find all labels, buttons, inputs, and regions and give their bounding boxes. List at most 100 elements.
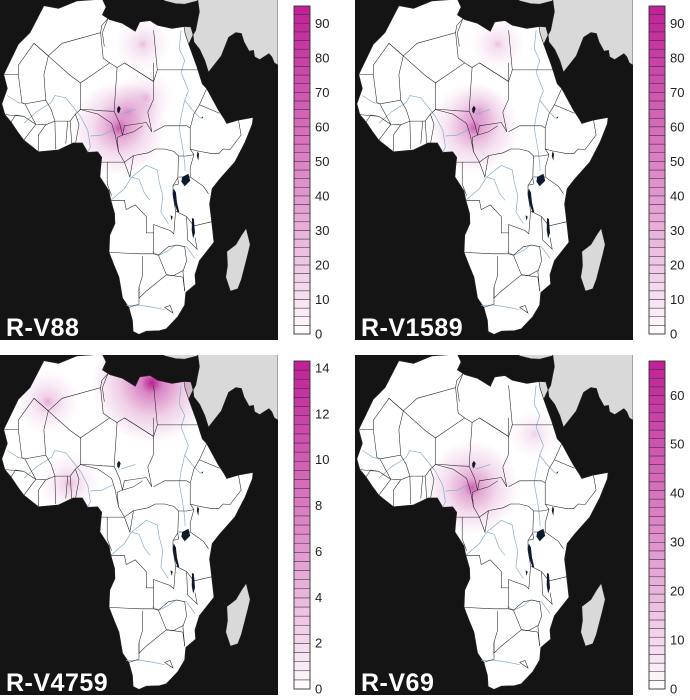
legend-block — [648, 559, 666, 569]
lake — [525, 215, 528, 221]
legend-block — [293, 212, 311, 223]
country-border — [106, 517, 112, 551]
legend-block — [293, 597, 311, 608]
country-border — [122, 125, 143, 136]
legend-block — [648, 169, 666, 179]
legend-block — [648, 585, 666, 595]
country-border — [124, 62, 154, 82]
legend-frame — [648, 360, 666, 690]
country-border — [69, 121, 72, 144]
country-border — [544, 475, 597, 509]
country-border — [133, 148, 194, 157]
legend-block — [293, 661, 311, 672]
legend-block — [648, 109, 666, 119]
river-line — [475, 464, 491, 470]
country-border — [147, 436, 154, 487]
river-line — [110, 164, 169, 224]
country-border — [108, 607, 159, 611]
africa-map — [0, 355, 278, 695]
river-line — [445, 484, 469, 492]
legend-block — [648, 117, 666, 128]
country-border — [424, 121, 427, 144]
legend-block — [293, 161, 311, 171]
legend-block — [648, 567, 666, 578]
lake — [170, 570, 173, 576]
country-border — [479, 510, 489, 534]
sinai-land — [538, 381, 549, 401]
country-border — [544, 120, 597, 154]
country-border — [186, 216, 198, 250]
legend-block — [293, 378, 311, 389]
map-r-v88 — [0, 0, 278, 340]
panel-r-v69: R-V69 0 10 20 30 40 50 60 — [355, 355, 690, 700]
legend-tick-label: 40 — [670, 188, 684, 203]
country-border — [554, 459, 575, 469]
color-scale-legend: 0 10 20 30 40 50 60 70 80 90 — [647, 0, 690, 342]
country-border — [23, 479, 37, 496]
panel-r-v1589: R-V1589 0 10 20 30 40 50 60 70 80 90 — [355, 0, 690, 345]
legend-block — [293, 670, 311, 681]
africa-map — [355, 355, 633, 695]
river-line — [481, 659, 520, 666]
legend-tick-label: 0 — [315, 682, 322, 697]
legend-block — [648, 619, 666, 629]
legend-frame — [293, 5, 311, 335]
legend-block — [648, 533, 666, 543]
legend-block — [648, 395, 666, 405]
country-border — [102, 373, 109, 402]
legend-block — [648, 550, 666, 560]
country-border — [172, 532, 179, 541]
country-border — [106, 162, 112, 196]
legend-block — [648, 325, 666, 335]
legend-block — [293, 415, 311, 426]
map-r-v69 — [355, 355, 633, 695]
country-border — [541, 571, 553, 605]
legend-block — [648, 178, 666, 188]
legend-tick-label: 20 — [670, 584, 684, 599]
country-border — [378, 124, 392, 141]
legend-block — [293, 524, 311, 535]
panel-label: R-V88 — [6, 314, 80, 342]
country-border — [435, 422, 473, 467]
legend-block — [648, 23, 666, 33]
country-border — [513, 244, 542, 292]
legend-tick-label: 30 — [315, 223, 329, 238]
sinai-land — [538, 26, 549, 46]
country-border — [393, 479, 401, 507]
legend-block — [293, 290, 311, 300]
country-border — [379, 99, 411, 126]
legend-tick-label: 60 — [670, 119, 684, 134]
country-border — [527, 510, 534, 567]
legend-block — [648, 14, 666, 24]
legend-block — [293, 442, 311, 453]
legend-block — [648, 48, 666, 59]
country-border — [455, 387, 465, 419]
country-border — [530, 210, 570, 227]
country-border — [435, 464, 474, 507]
country-border — [519, 660, 529, 669]
legend-block — [648, 516, 666, 526]
legend-tick-label: 0 — [670, 682, 677, 697]
lake — [546, 218, 550, 239]
legend-block — [293, 433, 311, 444]
legend-block — [293, 221, 311, 231]
legend-block — [293, 126, 311, 136]
country-border — [479, 417, 509, 437]
legend-block — [293, 325, 311, 335]
legend-block — [293, 117, 311, 128]
legend-block — [293, 74, 311, 84]
legend-block — [293, 460, 311, 471]
legend-tick-label: 10 — [315, 452, 329, 467]
legend-block — [293, 570, 311, 580]
legend-tick-label: 2 — [315, 636, 322, 651]
legend-block — [648, 412, 666, 422]
lake — [472, 460, 476, 469]
river-line — [475, 109, 491, 115]
legend-block — [293, 204, 311, 214]
legend-block — [648, 135, 666, 145]
legend-block — [648, 92, 666, 102]
legend-block — [648, 143, 666, 153]
river-line — [126, 304, 165, 311]
legend-block — [293, 31, 311, 41]
frequency-hotspot — [39, 452, 100, 514]
